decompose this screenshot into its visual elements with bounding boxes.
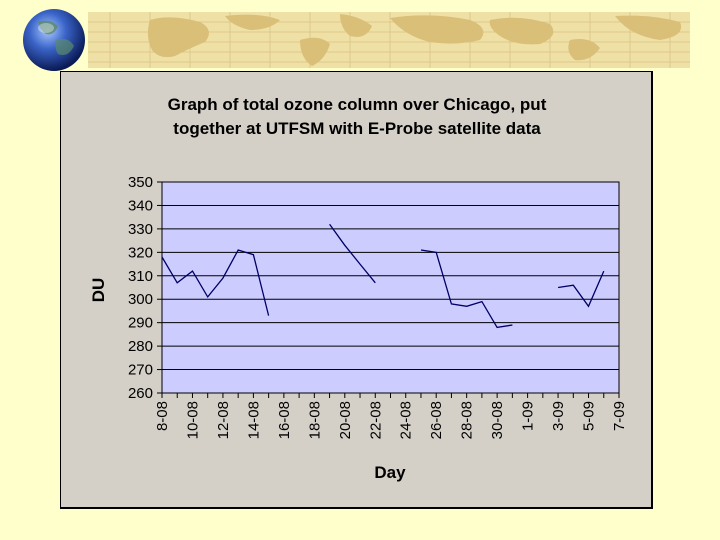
y-tick-label: 310 <box>128 268 153 285</box>
y-tick-label: 320 <box>128 244 153 261</box>
x-tick-label: 12-08 <box>215 401 232 439</box>
x-tick-label: 24-08 <box>398 401 415 439</box>
y-tick-label: 350 <box>128 174 153 191</box>
y-axis-label: DU <box>89 278 108 303</box>
x-tick-label: 28-08 <box>459 401 476 439</box>
chart-title-line-2: together at UTFSM with E-Probe satellite… <box>173 119 541 138</box>
series-line-segment <box>558 270 605 308</box>
x-tick-label: 18-08 <box>306 401 323 439</box>
x-tick-label: 8-08 <box>154 401 171 431</box>
x-tick-label: 1-09 <box>520 401 537 431</box>
series-line-segment <box>420 249 513 329</box>
series-line-segment <box>161 249 270 316</box>
globe-icon <box>23 9 85 71</box>
y-tick-label: 260 <box>128 385 153 402</box>
y-tick-label: 300 <box>128 291 153 308</box>
x-tick-label: 14-08 <box>245 401 262 439</box>
banner <box>23 9 690 71</box>
chart-title-line-1: Graph of total ozone column over Chicago… <box>168 95 547 114</box>
x-tick-label: 5-09 <box>581 401 598 431</box>
x-tick-label: 16-08 <box>276 401 293 439</box>
chart-panel: Graph of total ozone column over Chicago… <box>60 71 653 509</box>
x-tick-label: 30-08 <box>489 401 506 439</box>
ozone-chart: Graph of total ozone column over Chicago… <box>89 95 628 482</box>
y-tick-label: 270 <box>128 362 153 379</box>
x-tick-label: 20-08 <box>337 401 354 439</box>
x-axis-label: Day <box>374 463 406 482</box>
x-tick-label: 22-08 <box>367 401 384 439</box>
y-tick-label: 340 <box>128 197 153 214</box>
x-tick-label: 26-08 <box>428 401 445 439</box>
world-map-strip <box>88 12 690 68</box>
plot-area <box>162 182 619 393</box>
y-tick-label: 290 <box>128 315 153 332</box>
y-tick-label: 330 <box>128 221 153 238</box>
x-tick-label: 7-09 <box>611 401 628 431</box>
series-line-segment <box>329 223 376 284</box>
y-tick-label: 280 <box>128 338 153 355</box>
x-tick-label: 10-08 <box>184 401 201 439</box>
x-tick-label: 3-09 <box>550 401 567 431</box>
